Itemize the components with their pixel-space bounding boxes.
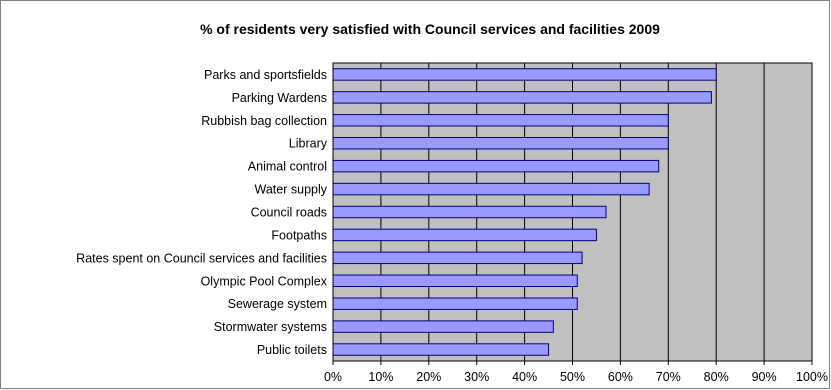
x-tick-label-3: 30%	[464, 370, 489, 384]
category-label-9: Olympic Pool Complex	[201, 274, 328, 288]
x-tick-label-4: 40%	[512, 370, 537, 384]
x-tick-label-5: 50%	[560, 370, 585, 384]
bar-4	[332, 159, 660, 173]
category-label-11: Stormwater systems	[214, 320, 327, 334]
category-label-7: Footpaths	[271, 228, 327, 242]
bar-3	[332, 137, 669, 150]
bar-10	[332, 297, 578, 310]
bar-1	[332, 91, 712, 104]
category-label-2: Rubbish bag collection	[201, 114, 327, 128]
bar-8	[332, 251, 583, 265]
category-label-12: Public toilets	[257, 343, 327, 357]
category-label-10: Sewerage system	[228, 297, 327, 311]
category-label-1: Parking Wardens	[232, 91, 327, 105]
bar-12	[332, 343, 550, 356]
bar-6	[332, 205, 607, 219]
bar-9	[332, 274, 578, 287]
category-label-5: Water supply	[255, 183, 328, 197]
bar-0	[332, 68, 717, 81]
x-tick-label-1: 10%	[368, 370, 393, 384]
bar-2	[332, 114, 669, 127]
x-tick-label-7: 70%	[656, 370, 681, 384]
x-tick-label-8: 80%	[704, 370, 729, 384]
category-label-8: Rates spent on Council services and faci…	[76, 251, 327, 265]
bar-5	[332, 182, 650, 196]
x-tick-label-10: 100%	[796, 370, 828, 384]
bar-7	[332, 228, 597, 242]
bar-11	[332, 320, 554, 333]
x-tick-label-9: 90%	[752, 370, 777, 384]
category-label-0: Parks and sportsfields	[204, 68, 327, 82]
category-label-4: Animal control	[248, 160, 327, 174]
category-label-6: Council roads	[251, 206, 327, 220]
plot-area: Parks and sportsfields Parking Wardens Rub…	[76, 62, 828, 384]
chart-title: % of residents very satisfied with Counc…	[200, 21, 660, 37]
x-tick-label-0: 0%	[324, 370, 342, 384]
x-tick-label-6: 60%	[608, 370, 633, 384]
category-label-3: Library	[289, 137, 328, 151]
x-tick-label-2: 20%	[416, 370, 441, 384]
